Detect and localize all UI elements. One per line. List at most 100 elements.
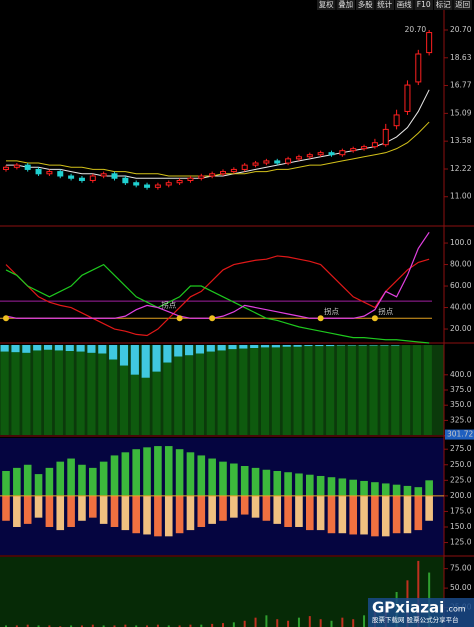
volume-bar xyxy=(124,624,127,627)
upper-bar xyxy=(316,475,325,496)
flow-bar xyxy=(336,345,346,435)
candle-body xyxy=(100,173,107,177)
flow-bar xyxy=(22,352,31,435)
y-tick-label: 11.00 xyxy=(450,192,472,201)
candle-body xyxy=(426,32,433,54)
candle-body xyxy=(382,128,389,146)
upper-bar xyxy=(143,447,151,496)
flow-bar xyxy=(174,345,183,357)
flow-bar xyxy=(347,345,356,435)
y-tick-label: 325.0 xyxy=(450,415,472,424)
volume-bar xyxy=(26,624,29,627)
toolbar-button[interactable] xyxy=(356,0,375,10)
y-tick-label: 18.63 xyxy=(450,53,472,62)
toolbar-button[interactable] xyxy=(434,0,453,10)
volume-bar xyxy=(200,624,203,627)
flow-bar xyxy=(98,353,107,435)
volume-bar xyxy=(135,625,138,627)
lower-bar xyxy=(143,495,151,535)
lower-bar xyxy=(2,495,10,521)
volume-bar xyxy=(352,619,355,627)
y-tick-label: 375.0 xyxy=(450,385,472,394)
upper-bar xyxy=(403,485,412,496)
flow-bar xyxy=(163,345,172,363)
toolbar-button[interactable] xyxy=(453,0,473,10)
flow-bar xyxy=(412,345,422,435)
flow-bar xyxy=(206,345,215,352)
upper-bar xyxy=(349,479,357,496)
toolbar-button[interactable] xyxy=(336,0,356,10)
toolbar-label[interactable]: 叠加 xyxy=(338,0,353,9)
annotation: 拐点 xyxy=(378,306,393,316)
lower-bar xyxy=(230,495,238,518)
flow-bar xyxy=(22,345,31,353)
signal-dot xyxy=(209,315,216,322)
volume-bar xyxy=(70,625,73,627)
flow-bar xyxy=(304,345,313,347)
candle-body xyxy=(46,171,53,175)
toolbar-button[interactable] xyxy=(317,0,336,10)
lower-bar xyxy=(208,495,216,524)
upper-bar xyxy=(381,483,390,496)
flow-bar xyxy=(152,345,161,372)
volume-bar xyxy=(297,617,300,627)
flow-bar xyxy=(11,345,20,353)
watermark-domain: .com xyxy=(446,605,466,614)
flow-bar xyxy=(380,345,389,346)
volume-bar xyxy=(243,620,246,627)
lower-bar xyxy=(78,495,86,521)
flow-bar xyxy=(163,362,172,435)
lower-bar xyxy=(327,495,336,534)
flow-bar xyxy=(185,345,194,356)
toolbar-button[interactable] xyxy=(375,0,395,10)
flow-bar xyxy=(141,345,150,378)
upper-bar xyxy=(13,467,21,496)
toolbar-label[interactable]: 画线 xyxy=(397,0,412,9)
toolbar-button[interactable] xyxy=(395,0,414,10)
flow-bar xyxy=(250,345,259,349)
flow-bar xyxy=(358,345,367,435)
lower-bar xyxy=(132,495,140,534)
flow-bar xyxy=(11,352,20,435)
upper-bar xyxy=(175,449,184,496)
candle-body xyxy=(361,146,368,150)
flow-bar xyxy=(271,345,280,348)
toolbar-label[interactable]: F10 xyxy=(417,0,431,9)
y-tick-label: 350.0 xyxy=(450,400,472,409)
toolbar-label[interactable]: 统计 xyxy=(377,0,392,9)
upper-bar xyxy=(34,474,43,496)
flow-bar xyxy=(315,346,324,435)
toolbar-button[interactable] xyxy=(414,0,434,10)
flow-bar xyxy=(119,365,129,435)
toolbar-label[interactable]: 返回 xyxy=(455,0,470,9)
candle-body xyxy=(57,171,64,177)
lower-bar xyxy=(67,495,75,527)
candle-body xyxy=(78,177,85,181)
lower-bar xyxy=(349,495,357,535)
y-tick-label: 20.70 xyxy=(450,25,472,34)
flow-bar xyxy=(174,356,183,435)
y-tick-label: 16.77 xyxy=(450,81,472,90)
y-tick-label: 13.58 xyxy=(450,136,472,145)
upper-bar xyxy=(186,452,195,496)
flow-bar xyxy=(33,345,42,351)
candle-body xyxy=(144,184,151,188)
upper-bar xyxy=(2,470,10,496)
candle-body xyxy=(68,175,75,179)
toolbar-label[interactable]: 多股 xyxy=(358,0,373,9)
flow-bar xyxy=(271,347,280,435)
flow-bar xyxy=(65,351,74,435)
flow-bar xyxy=(195,353,205,435)
candle-body xyxy=(89,175,96,181)
toolbar-label[interactable]: 复权 xyxy=(319,0,334,9)
flow-bar xyxy=(336,345,346,346)
candle-body xyxy=(393,114,400,127)
flow-bar xyxy=(217,345,226,351)
candle-body xyxy=(165,182,172,186)
flow-bar xyxy=(293,346,302,435)
lower-bar xyxy=(23,495,32,524)
lower-bar xyxy=(392,495,401,534)
toolbar-label[interactable]: 标记 xyxy=(436,0,451,9)
candle-body xyxy=(209,173,216,177)
lower-bar xyxy=(251,495,260,518)
